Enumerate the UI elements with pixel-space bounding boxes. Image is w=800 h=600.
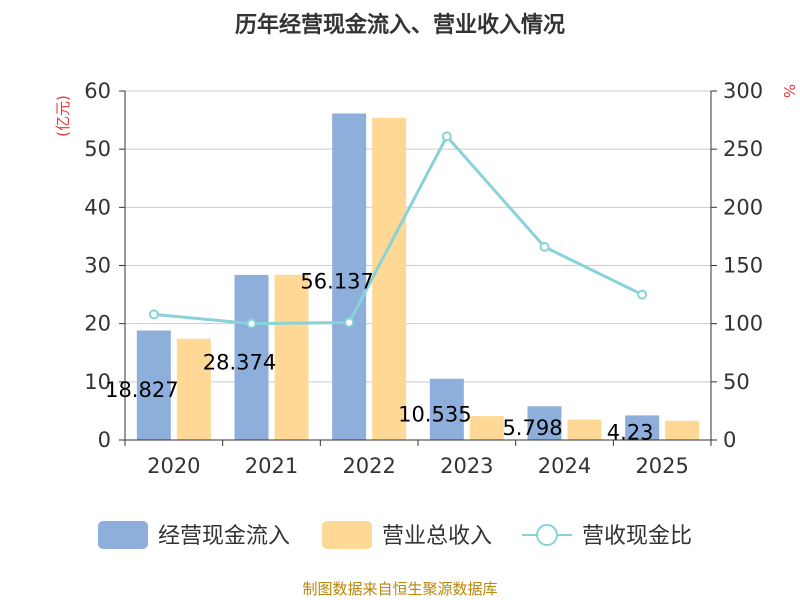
right-tick-label: 150: [723, 254, 763, 278]
bar-value-label: 4.23: [607, 421, 654, 445]
bar-revenue: [372, 117, 407, 441]
left-tick-label: 0: [98, 428, 111, 452]
ratio-line-path: [153, 133, 643, 326]
x-tick-label: 2021: [245, 454, 298, 478]
bar-cash-inflow: [625, 415, 660, 440]
legend-label: 营收现金比: [582, 524, 692, 549]
left-tick-label: 10: [84, 370, 111, 394]
left-tick-label: 50: [84, 137, 111, 161]
legend-swatch: [98, 521, 148, 549]
x-tick-label: 2023: [440, 454, 493, 478]
bar-cash-inflow: [527, 406, 562, 440]
ratio-line: [148, 131, 648, 329]
bar-value-label: 56.137: [300, 270, 373, 294]
right-tick-label: 0: [723, 428, 736, 452]
bar-revenue: [665, 420, 700, 440]
legend-label: 营业总收入: [382, 524, 492, 549]
bar-revenue: [176, 338, 211, 440]
bar-value-label: 5.798: [502, 416, 562, 440]
ratio-point: [344, 317, 355, 328]
legend-label: 经营现金流入: [158, 524, 290, 549]
bar-cash-inflow: [234, 274, 269, 440]
bars: [136, 113, 700, 441]
ratio-point: [539, 241, 550, 252]
left-tick-label: 40: [84, 195, 111, 219]
right-tick-label: 200: [723, 195, 763, 219]
chart-title: 历年经营现金流入、营业收入情况: [235, 12, 565, 38]
x-tick-label: 2020: [147, 454, 200, 478]
bar-value-label: 10.535: [398, 402, 471, 426]
x-tick-label: 2024: [538, 454, 591, 478]
right-tick-label: 250: [723, 137, 763, 161]
bar-cash-inflow: [136, 330, 171, 440]
bar-revenue: [469, 416, 504, 440]
left-tick-label: 20: [84, 312, 111, 336]
axes: 0 10 20 30 40 50 60 0 50 100 150 200 250 300 2020 2021 2…: [84, 79, 763, 478]
bar-value-label: 28.374: [203, 350, 276, 374]
right-tick-label: 300: [723, 79, 763, 103]
ratio-point: [441, 131, 452, 142]
left-tick-label: 30: [84, 254, 111, 278]
bar-value-label: 18.827: [105, 378, 178, 402]
bar-revenue: [567, 419, 602, 440]
x-tick-label: 2022: [342, 454, 395, 478]
bar-cash-inflow: [429, 378, 464, 440]
legend-marker: [536, 524, 558, 546]
source-note: 制图数据来自恒生聚源数据库: [302, 580, 497, 598]
ratio-point: [148, 309, 159, 320]
data-labels: 18.827 28.374 56.137 10.535 5.798 4.23: [105, 270, 653, 445]
left-axis-label: (亿元): [54, 95, 72, 137]
ratio-point: [246, 318, 257, 329]
right-tick-label: 100: [723, 312, 763, 336]
right-axis-label: %: [780, 84, 798, 98]
x-tick-label: 2025: [635, 454, 688, 478]
left-tick-label: 60: [84, 79, 111, 103]
legend: 经营现金流入 营业总收入 营收现金比: [98, 521, 692, 549]
bar-revenue: [274, 274, 309, 440]
gridlines: [125, 90, 711, 383]
ratio-point: [637, 289, 648, 300]
bar-cash-inflow: [332, 113, 367, 440]
right-tick-label: 50: [723, 370, 750, 394]
legend-swatch: [322, 521, 372, 549]
